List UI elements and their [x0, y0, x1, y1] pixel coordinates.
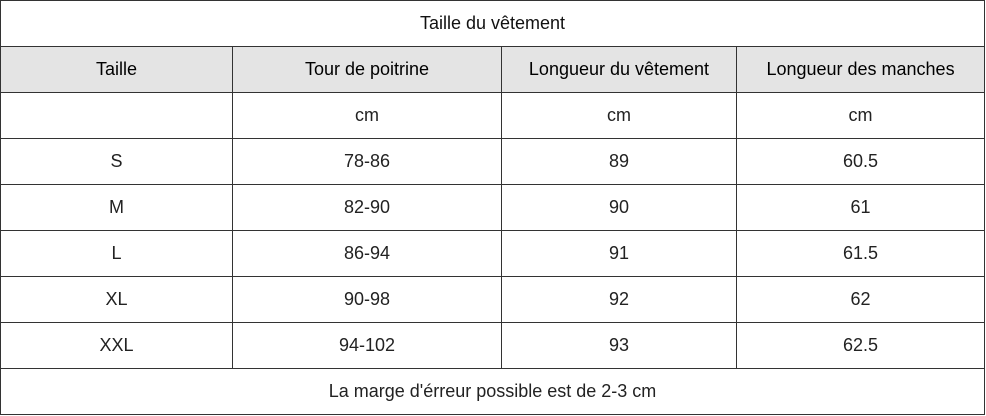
header-size: Taille [0, 46, 233, 93]
sleeve-cell: 62 [735, 276, 986, 323]
size-cell: M [0, 184, 233, 231]
sleeve-cell: 61 [735, 184, 986, 231]
units-row: cm cm cm [0, 92, 986, 139]
table-row: XXL 94-102 93 62.5 [0, 322, 986, 369]
header-row: Taille Tour de poitrine Longueur du vête… [0, 46, 986, 93]
size-cell: L [0, 230, 233, 277]
size-cell: XXL [0, 322, 233, 369]
table-row: XL 90-98 92 62 [0, 276, 986, 323]
length-cell: 90 [501, 184, 737, 231]
size-cell: S [0, 138, 233, 185]
unit-cell: cm [735, 92, 986, 139]
length-cell: 93 [501, 322, 737, 369]
length-cell: 89 [501, 138, 737, 185]
table-row: L 86-94 91 61.5 [0, 230, 986, 277]
header-sleeve-length: Longueur des manches [735, 46, 986, 93]
chest-cell: 78-86 [232, 138, 502, 185]
chest-cell: 86-94 [232, 230, 502, 277]
chest-cell: 90-98 [232, 276, 502, 323]
table-row: S 78-86 89 60.5 [0, 138, 986, 185]
sleeve-cell: 61.5 [735, 230, 986, 277]
unit-cell: cm [501, 92, 737, 139]
sleeve-cell: 62.5 [735, 322, 986, 369]
unit-cell [0, 92, 233, 139]
unit-cell: cm [232, 92, 502, 139]
sleeve-cell: 60.5 [735, 138, 986, 185]
header-garment-length: Longueur du vêtement [501, 46, 737, 93]
chest-cell: 94-102 [232, 322, 502, 369]
table-row: M 82-90 90 61 [0, 184, 986, 231]
header-chest: Tour de poitrine [232, 46, 502, 93]
length-cell: 92 [501, 276, 737, 323]
size-cell: XL [0, 276, 233, 323]
table-title: Taille du vêtement [0, 0, 986, 47]
length-cell: 91 [501, 230, 737, 277]
chest-cell: 82-90 [232, 184, 502, 231]
table-footer-note: La marge d'érreur possible est de 2-3 cm [0, 368, 986, 415]
